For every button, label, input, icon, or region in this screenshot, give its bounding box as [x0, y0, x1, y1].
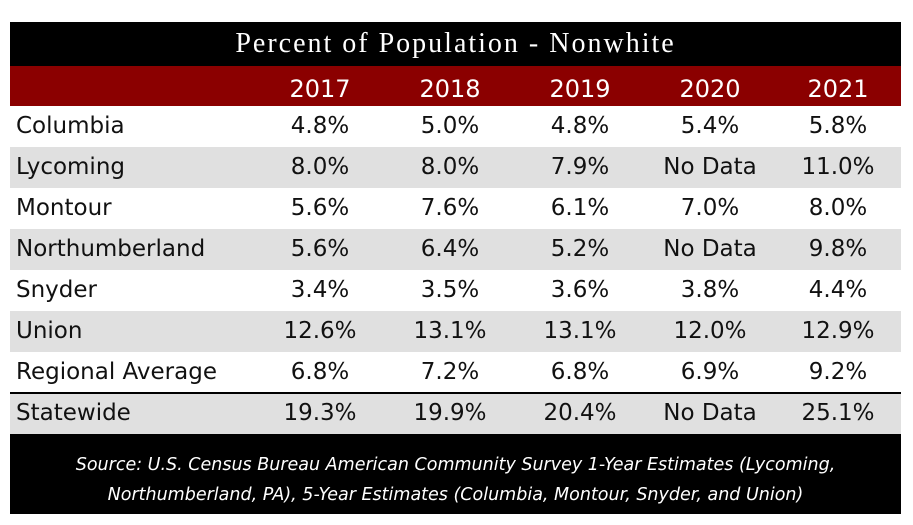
table-cell: 9.8%: [808, 236, 868, 262]
table-cell: 13.1%: [543, 318, 617, 344]
table-row: Snyder 3.4% 3.5% 3.6% 3.8% 4.4%: [10, 270, 901, 311]
row-label: Lycoming: [16, 154, 126, 180]
header-row: 2017 2018 2019 2020 2021: [10, 66, 901, 106]
header-cell-2020: 2020: [679, 75, 741, 103]
table-cell: 5.6%: [290, 236, 350, 262]
table-cell: 5.2%: [550, 236, 610, 262]
table-cell: 3.6%: [550, 277, 610, 303]
header-cell-2019: 2019: [549, 75, 611, 103]
table-cell: 5.0%: [420, 113, 480, 139]
header-cell-name: [10, 66, 255, 106]
row-label: Statewide: [16, 400, 131, 426]
header-cell-2017: 2017: [289, 75, 351, 103]
table-cell: 5.6%: [290, 195, 350, 221]
header-cell-2018: 2018: [419, 75, 481, 103]
table-cell: 4.8%: [290, 113, 350, 139]
table-cell: 25.1%: [801, 400, 875, 426]
row-label: Regional Average: [16, 359, 217, 385]
table-row: Statewide 19.3% 19.9% 20.4% No Data 25.1%: [10, 393, 901, 434]
table-row: Montour 5.6% 7.6% 6.1% 7.0% 8.0%: [10, 188, 901, 229]
table-cell: 9.2%: [808, 359, 868, 385]
table-row: Northumberland 5.6% 6.4% 5.2% No Data 9.8%: [10, 229, 901, 270]
table-cell: 13.1%: [413, 318, 487, 344]
statewide-separator: [10, 392, 901, 394]
table-cell: 11.0%: [801, 154, 875, 180]
table-cell: 8.0%: [420, 154, 480, 180]
table-cell: 20.4%: [543, 400, 617, 426]
table-cell: 6.1%: [550, 195, 610, 221]
table-cell: 5.8%: [808, 113, 868, 139]
header-cell-2021: 2021: [807, 75, 869, 103]
table-cell: No Data: [663, 400, 757, 426]
table-cell: 3.4%: [290, 277, 350, 303]
table-cell: 6.4%: [420, 236, 480, 262]
table-cell: 5.4%: [680, 113, 740, 139]
row-label: Union: [16, 318, 83, 344]
row-label: Montour: [16, 195, 112, 221]
table-title: Percent of Population - Nonwhite: [235, 28, 676, 59]
row-label: Snyder: [16, 277, 97, 303]
table-cell: 3.8%: [680, 277, 740, 303]
table-cell: 6.8%: [550, 359, 610, 385]
data-table: Percent of Population - Nonwhite 2017 20…: [10, 22, 901, 514]
table-cell: No Data: [663, 154, 757, 180]
table-cell: 6.9%: [680, 359, 740, 385]
source-line-1: Source: U.S. Census Bureau American Comm…: [75, 455, 836, 475]
table-cell: No Data: [663, 236, 757, 262]
table-row: Regional Average 6.8% 7.2% 6.8% 6.9% 9.2%: [10, 352, 901, 393]
table-cell: 7.2%: [420, 359, 480, 385]
table-row: Union 12.6% 13.1% 13.1% 12.0% 12.9%: [10, 311, 901, 352]
table-cell: 12.9%: [801, 318, 875, 344]
table-cell: 7.9%: [550, 154, 610, 180]
table-cell: 12.0%: [673, 318, 747, 344]
table-row: Columbia 4.8% 5.0% 4.8% 5.4% 5.8%: [10, 106, 901, 147]
table-cell: 6.8%: [290, 359, 350, 385]
table-cell: 19.9%: [413, 400, 487, 426]
table-cell: 7.0%: [680, 195, 740, 221]
table-cell: 8.0%: [290, 154, 350, 180]
table-row: Lycoming 8.0% 8.0% 7.9% No Data 11.0%: [10, 147, 901, 188]
table-cell: 4.8%: [550, 113, 610, 139]
table-cell: 4.4%: [808, 277, 868, 303]
table-cell: 19.3%: [283, 400, 357, 426]
table-cell: 7.6%: [420, 195, 480, 221]
source-line-2: Northumberland, PA), 5-Year Estimates (C…: [107, 485, 804, 505]
row-label: Northumberland: [16, 236, 206, 262]
table-cell: 12.6%: [283, 318, 357, 344]
table-cell: 8.0%: [808, 195, 868, 221]
source-note: Source: U.S. Census Bureau American Comm…: [10, 444, 901, 514]
table-cell: 3.5%: [420, 277, 480, 303]
row-label: Columbia: [16, 113, 125, 139]
